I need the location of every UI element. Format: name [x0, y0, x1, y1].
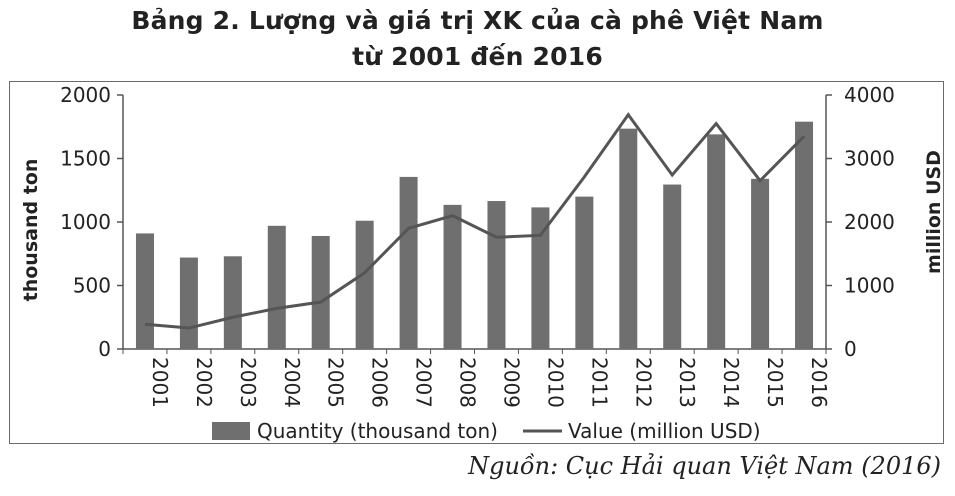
quantity-bar: [443, 204, 462, 349]
value-line: [144, 112, 806, 330]
right-tick-label: 1000: [844, 274, 895, 298]
chart-frame: [9, 81, 944, 444]
source-note: Nguồn: Cục Hải quan Việt Nam (2016): [468, 452, 941, 480]
x-tick-label: 2005: [324, 357, 348, 408]
x-tick-label: 2006: [368, 357, 392, 408]
right-axis-title: million USD: [923, 150, 945, 274]
quantity-bar: [663, 184, 682, 349]
right-tick-label: 4000: [844, 83, 895, 107]
legend-swatch-quantity: [212, 422, 250, 440]
x-tick-label: 2002: [192, 357, 216, 408]
quantity-bar: [619, 128, 638, 349]
quantity-bar: [223, 256, 242, 349]
x-tick-label: 2008: [456, 357, 480, 408]
left-axis-title: thousand ton: [20, 159, 42, 302]
quantity-bar: [751, 178, 770, 349]
x-tick-label: 2001: [148, 357, 172, 408]
left-tick-label: 0: [98, 337, 111, 361]
x-tick-label: 2004: [280, 357, 304, 408]
legend-label-value: Value (million USD): [568, 419, 761, 443]
chart-title-line1: Bảng 2. Lượng và giá trị XK của cà phê V…: [131, 6, 824, 35]
right-tick-label: 3000: [844, 147, 895, 171]
x-tick-label: 2014: [719, 357, 743, 408]
x-tick-label: 2013: [675, 357, 699, 408]
x-tick-label: 2016: [807, 357, 831, 408]
quantity-bar: [399, 176, 418, 349]
quantity-bar: [795, 121, 814, 349]
right-tick-label: 0: [844, 337, 857, 361]
quantity-bar: [179, 257, 198, 349]
x-tick-label: 2015: [763, 357, 787, 408]
left-tick-label: 1500: [60, 147, 111, 171]
x-tick-label: 2010: [543, 357, 567, 408]
legend-label-quantity: Quantity (thousand ton): [257, 419, 498, 443]
right-tick-label: 2000: [844, 210, 895, 234]
quantity-bar: [267, 225, 286, 349]
quantity-bar: [311, 235, 330, 349]
quantity-bar: [575, 196, 594, 349]
x-tick-label: 2012: [631, 357, 655, 408]
quantity-bar: [531, 207, 550, 349]
left-tick-label: 1000: [60, 210, 111, 234]
chart-title-line2: từ 2001 đến 2016: [352, 42, 603, 71]
x-tick-label: 2009: [499, 357, 523, 408]
x-tick-label: 2007: [412, 357, 436, 408]
quantity-bar: [135, 233, 154, 349]
quantity-bar: [487, 201, 506, 349]
x-tick-label: 2003: [236, 357, 260, 408]
quantity-bar: [707, 134, 726, 349]
x-tick-label: 2011: [587, 357, 611, 408]
left-tick-label: 2000: [60, 83, 111, 107]
left-tick-label: 500: [73, 274, 111, 298]
quantity-bar: [355, 220, 374, 349]
